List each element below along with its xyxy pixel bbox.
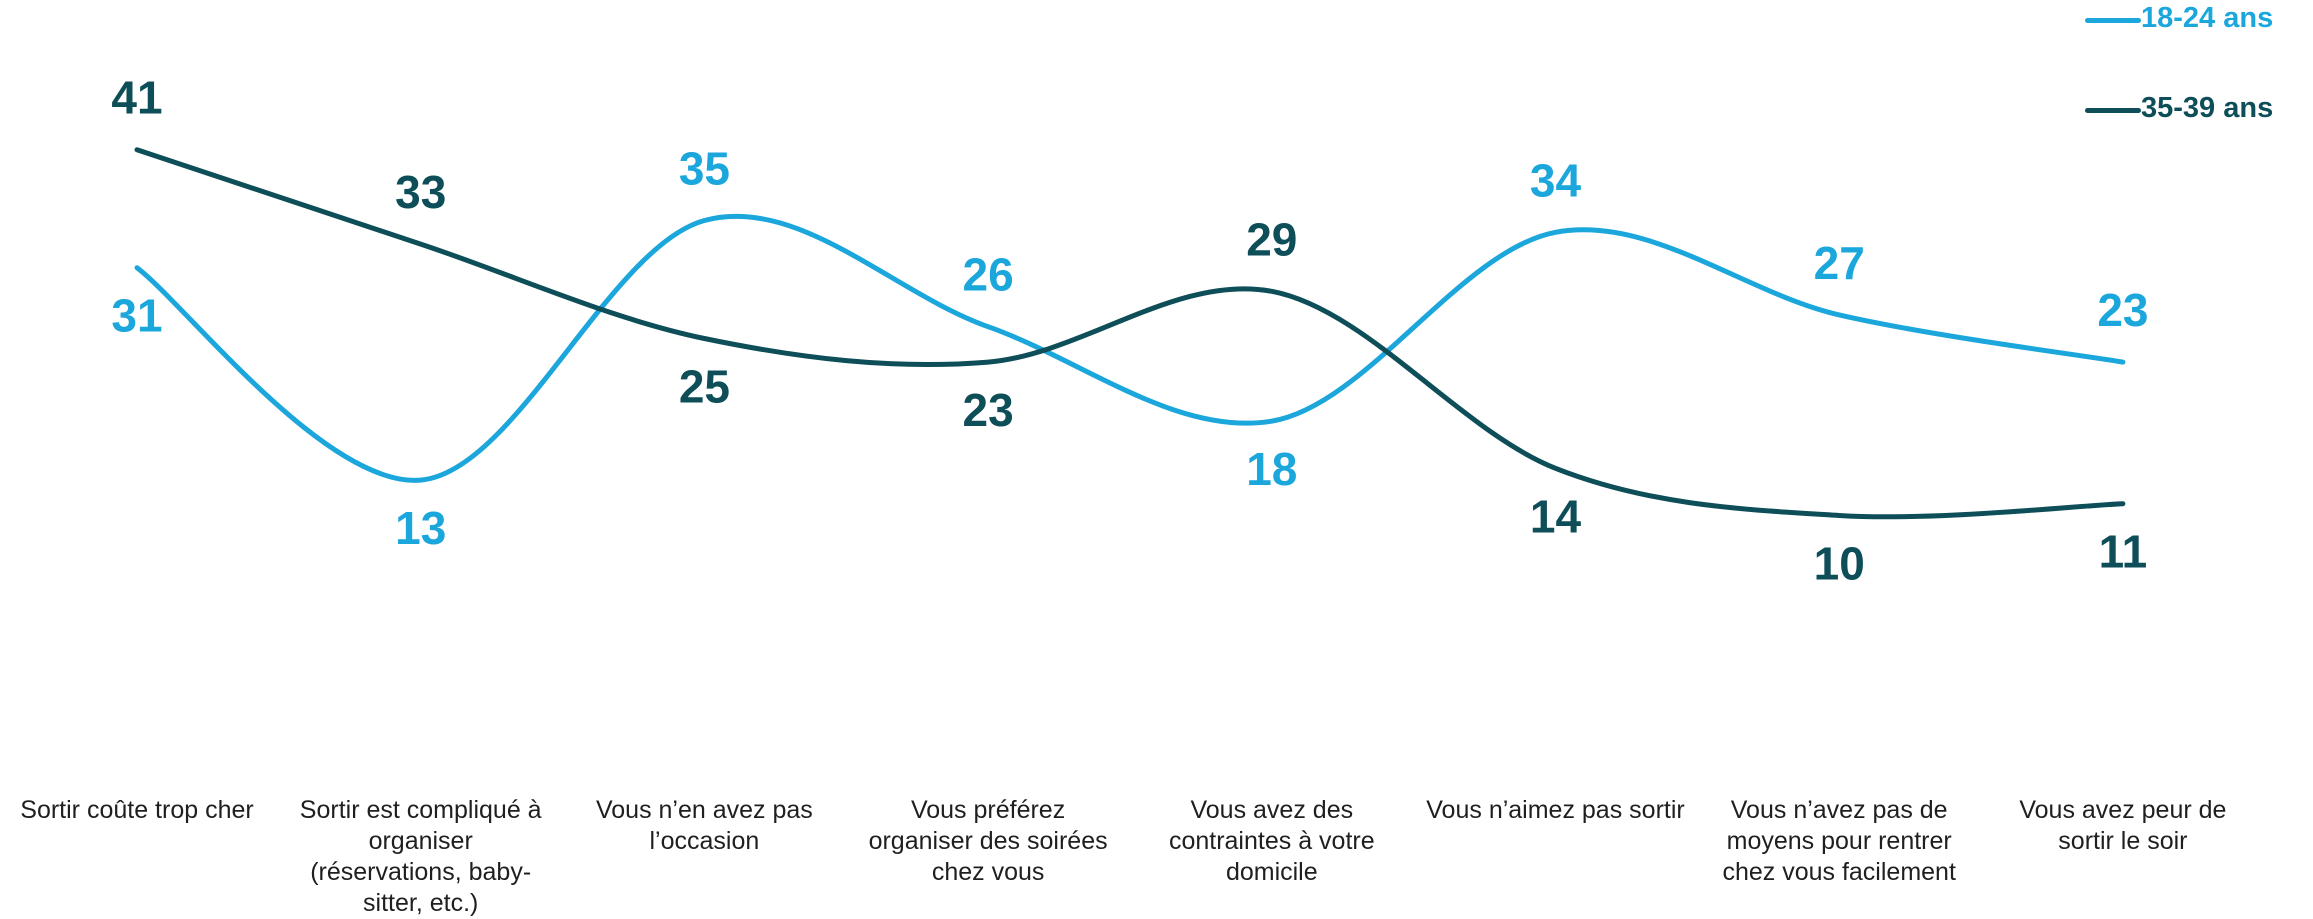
data-label: 25 [679,361,730,413]
data-label: 41 [111,72,162,124]
data-label: 23 [963,384,1014,436]
legend-label: 35-39 ans [2141,92,2274,124]
legend-swatch [2085,108,2141,113]
category-label: Vous avez peur de sortir le soir [2019,796,2227,855]
data-label: 10 [1814,538,1865,590]
legend-swatch [2085,18,2141,23]
category-label: Sortir coûte trop cher [20,796,254,824]
data-label: 23 [2097,284,2148,336]
data-label: 33 [395,166,446,218]
data-label: 26 [963,249,1014,301]
data-label: 14 [1530,490,1582,542]
series-line-1 [134,213,2126,483]
data-label: 29 [1246,213,1297,265]
legend-item-series-1: 18-24 ans [2085,0,2305,40]
data-label: 11 [2099,526,2148,578]
data-label: 13 [395,502,446,554]
category-label: Sortir est compliqué à organiser (réserv… [299,796,542,917]
data-label: 34 [1530,154,1582,206]
data-label: 27 [1814,237,1865,289]
series-line-2 [134,147,2126,520]
data-label: 31 [111,290,162,342]
legend-item-series-2: 35-39 ans [2085,90,2305,130]
data-label: 35 [679,143,730,195]
data-label: 18 [1246,443,1297,495]
category-label: Vous avez des contraintes à votre domici… [1168,796,1375,886]
category-label: Vous préférez organiser des soirées chez… [868,796,1108,886]
legend-label: 18-24 ans [2141,2,2274,34]
category-label: Vous n’en avez pas l’occasion [595,796,813,855]
category-label: Vous n’aimez pas sortir [1426,796,1685,824]
category-label: Vous n’avez pas de moyens pour rentrer c… [1722,796,1956,886]
